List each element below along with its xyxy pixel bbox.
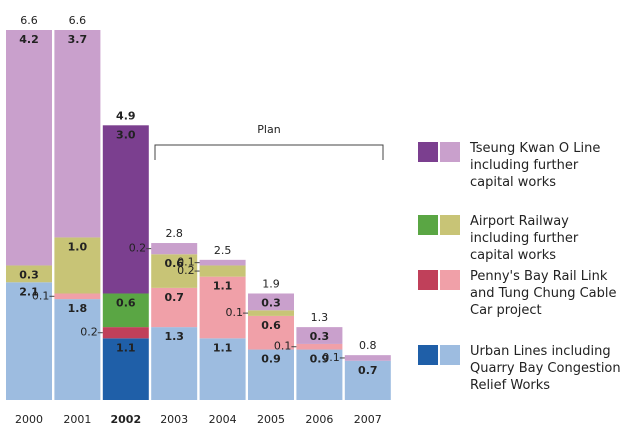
bar-segment <box>151 287 198 328</box>
bar-segment <box>6 282 52 400</box>
total-label: 2.5 <box>214 244 232 257</box>
data-label: 0.6 <box>261 319 281 332</box>
data-label: 1.0 <box>68 240 88 253</box>
data-label: 0.1 <box>32 289 50 302</box>
data-label: 0.2 <box>129 242 147 255</box>
bar-segment <box>199 265 246 277</box>
legend-label: Airport Railway including further capita… <box>470 214 579 263</box>
bar-segment <box>54 237 101 294</box>
total-label: 1.3 <box>311 311 329 324</box>
x-tick-label: 2007 <box>354 413 382 426</box>
data-label: 0.9 <box>261 353 281 366</box>
data-label: 0.3 <box>310 330 330 343</box>
bar-segment <box>102 293 149 328</box>
x-tick-label: 2006 <box>305 413 333 426</box>
data-label: 0.1 <box>274 340 292 353</box>
legend-swatch <box>418 142 438 162</box>
x-tick-label: 2004 <box>209 413 237 426</box>
data-label: 1.1 <box>213 341 233 354</box>
bar-segment <box>151 243 198 255</box>
bar-segment <box>296 343 343 350</box>
total-label: 0.8 <box>359 339 377 352</box>
legend-label: Tseung Kwan O Line including further cap… <box>470 141 601 190</box>
data-label: 0.1 <box>322 351 340 364</box>
data-label: 0.2 <box>177 264 195 277</box>
bar-segment <box>248 293 294 311</box>
data-label: 2.1 <box>19 285 39 298</box>
bar-segment <box>54 299 101 400</box>
data-label: 1.1 <box>116 341 136 354</box>
bar-segment <box>102 125 149 294</box>
bar-segment <box>248 310 294 316</box>
data-label: 0.2 <box>80 326 98 339</box>
data-label: 0.1 <box>226 306 244 319</box>
bar-segment <box>296 327 343 344</box>
legend-label: Urban Lines including Quarry Bay Congest… <box>470 344 621 393</box>
bar-segment <box>344 360 391 400</box>
x-tick-label: 2002 <box>110 413 141 426</box>
x-tick-label: 2003 <box>160 413 188 426</box>
total-label: 1.9 <box>262 277 280 290</box>
plan-bracket <box>154 144 384 160</box>
bar-segment <box>199 338 246 400</box>
x-tick-label: 2005 <box>257 413 285 426</box>
bar-segment <box>151 327 198 400</box>
bar-segment <box>344 355 391 361</box>
bar-segment <box>6 30 52 266</box>
annotation: Plan <box>257 123 280 136</box>
data-label: 0.6 <box>164 257 184 270</box>
data-label: 0.6 <box>116 296 136 309</box>
bar-segment <box>54 30 101 238</box>
data-label: 1.1 <box>213 280 233 293</box>
bar-segment <box>296 349 343 400</box>
legend-swatch <box>440 270 460 290</box>
bar-segment <box>102 327 149 339</box>
legend-swatch <box>418 270 438 290</box>
total-label: 2.8 <box>165 227 183 240</box>
legend-swatch <box>440 345 460 365</box>
bar-segment <box>151 254 198 288</box>
legend-swatch <box>418 345 438 365</box>
bar-segment <box>54 293 101 300</box>
x-tick-label: 2001 <box>63 413 91 426</box>
data-label: 0.1 <box>177 256 195 269</box>
total-label: 6.6 <box>20 14 38 27</box>
data-label: 4.2 <box>19 33 39 46</box>
data-label: 0.7 <box>358 364 378 377</box>
data-label: 0.9 <box>310 353 330 366</box>
legend-swatch <box>440 215 460 235</box>
data-label: 1.8 <box>68 302 88 315</box>
data-label: 3.0 <box>116 128 136 141</box>
bar-segment <box>199 259 246 266</box>
data-label: 3.7 <box>68 33 88 46</box>
legend-swatch <box>440 142 460 162</box>
legend-label: Penny's Bay Rail Link and Tung Chung Cab… <box>470 269 617 318</box>
bar-segment <box>6 265 52 283</box>
data-label: 1.3 <box>164 330 184 343</box>
bar-segment <box>199 276 246 339</box>
data-label: 0.3 <box>19 268 39 281</box>
bar-segment <box>248 349 294 400</box>
bar-segment <box>248 315 294 350</box>
bar-segment <box>102 338 149 400</box>
legend-swatch <box>418 215 438 235</box>
data-label: 0.7 <box>164 291 184 304</box>
total-label: 4.9 <box>116 109 136 122</box>
data-label: 0.3 <box>261 296 281 309</box>
x-tick-label: 2000 <box>15 413 43 426</box>
total-label: 6.6 <box>69 14 87 27</box>
